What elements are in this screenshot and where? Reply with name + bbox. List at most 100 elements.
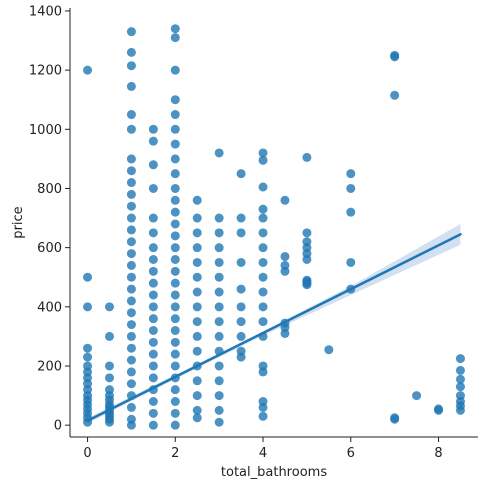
scatter-point bbox=[126, 260, 136, 270]
x-tick-label: 8 bbox=[434, 446, 442, 461]
scatter-point bbox=[126, 47, 136, 57]
x-tick-label: 0 bbox=[83, 446, 91, 461]
scatter-point bbox=[302, 280, 312, 290]
scatter-point bbox=[170, 154, 180, 164]
scatter-point bbox=[346, 169, 356, 179]
scatter-point bbox=[126, 61, 136, 71]
scatter-point bbox=[126, 343, 136, 353]
scatter-point bbox=[214, 148, 224, 158]
scatter-point bbox=[258, 411, 268, 421]
scatter-point bbox=[170, 325, 180, 335]
scatter-point bbox=[214, 272, 224, 282]
scatter-point bbox=[280, 328, 290, 338]
scatter-point bbox=[346, 257, 356, 267]
scatter-point bbox=[148, 124, 158, 134]
scatter-point bbox=[126, 379, 136, 389]
scatter-point bbox=[258, 272, 268, 282]
scatter-point bbox=[258, 243, 268, 253]
scatter-point bbox=[214, 228, 224, 238]
scatter-point bbox=[302, 152, 312, 162]
scatter-point bbox=[170, 396, 180, 406]
scatter-point bbox=[170, 266, 180, 276]
scatter-point bbox=[170, 169, 180, 179]
scatter-point bbox=[148, 266, 158, 276]
scatter-point bbox=[214, 417, 224, 427]
scatter-point bbox=[390, 52, 400, 62]
scatter-point bbox=[148, 337, 158, 347]
scatter-point bbox=[170, 302, 180, 312]
scatter-point bbox=[236, 302, 246, 312]
scatter-point bbox=[236, 284, 246, 294]
scatter-point bbox=[258, 402, 268, 412]
scatter-point bbox=[104, 373, 114, 383]
scatter-point bbox=[192, 376, 202, 386]
scatter-point bbox=[346, 207, 356, 217]
scatter-point bbox=[192, 272, 202, 282]
scatter-point bbox=[126, 213, 136, 223]
scatter-point bbox=[390, 90, 400, 100]
scatter-point bbox=[170, 219, 180, 229]
scatter-point bbox=[104, 361, 114, 371]
scatter-point bbox=[83, 302, 93, 312]
scatter-point bbox=[192, 302, 202, 312]
scatter-point bbox=[258, 367, 268, 377]
regression-line bbox=[86, 233, 462, 422]
scatter-point bbox=[126, 284, 136, 294]
scatter-point bbox=[170, 110, 180, 120]
scatter-point bbox=[280, 252, 290, 262]
x-axis-ticks: 0 2 4 6 8 bbox=[83, 437, 443, 461]
scatter-point bbox=[192, 317, 202, 327]
scatter-point bbox=[126, 320, 136, 330]
scatter-point bbox=[126, 81, 136, 91]
scatter-point bbox=[170, 65, 180, 75]
scatter-point bbox=[170, 278, 180, 288]
scatter-point bbox=[280, 266, 290, 276]
scatter-point bbox=[455, 374, 465, 384]
scatter-point bbox=[236, 169, 246, 179]
regression-line-layer bbox=[86, 233, 462, 422]
scatter-point bbox=[126, 237, 136, 247]
scatter-point bbox=[83, 272, 93, 282]
scatter-point bbox=[126, 178, 136, 188]
scatter-point bbox=[236, 352, 246, 362]
scatter-point bbox=[104, 417, 114, 427]
scatter-point bbox=[148, 349, 158, 359]
scatter-point bbox=[302, 228, 312, 238]
scatter-point bbox=[126, 420, 136, 430]
scatter-point bbox=[192, 243, 202, 253]
y-tick-label: 1000 bbox=[29, 123, 62, 138]
x-axis-label: total_bathrooms bbox=[221, 465, 327, 480]
scatter-point bbox=[104, 302, 114, 312]
scatter-point bbox=[148, 361, 158, 371]
scatter-point bbox=[258, 182, 268, 192]
scatter-point bbox=[390, 414, 400, 424]
scatter-point bbox=[455, 405, 465, 415]
y-axis-label: price bbox=[11, 206, 26, 238]
scatter-point bbox=[455, 354, 465, 364]
scatter-point bbox=[258, 287, 268, 297]
scatter-point bbox=[170, 207, 180, 217]
y-tick-label: 200 bbox=[37, 359, 62, 374]
scatter-point bbox=[258, 204, 268, 214]
scatter-point bbox=[126, 402, 136, 412]
scatter-point bbox=[214, 302, 224, 312]
scatter-point bbox=[170, 254, 180, 264]
scatter-point bbox=[236, 228, 246, 238]
scatter-point bbox=[236, 257, 246, 267]
scatter-point bbox=[192, 228, 202, 238]
scatter-point bbox=[170, 337, 180, 347]
y-axis-ticks: 0 200 400 600 800 1000 1200 1400 bbox=[29, 4, 70, 434]
x-tick-label: 6 bbox=[347, 446, 355, 461]
scatter-point bbox=[170, 33, 180, 43]
scatter-point bbox=[455, 365, 465, 375]
y-tick-label: 600 bbox=[37, 241, 62, 256]
scatter-point bbox=[170, 231, 180, 241]
scatter-point bbox=[148, 183, 158, 193]
scatter-point bbox=[148, 243, 158, 253]
scatter-point bbox=[170, 408, 180, 418]
scatter-point bbox=[148, 396, 158, 406]
scatter-point bbox=[280, 195, 290, 205]
scatter-point bbox=[192, 331, 202, 341]
scatter-point bbox=[214, 287, 224, 297]
scatter-point bbox=[324, 345, 334, 355]
